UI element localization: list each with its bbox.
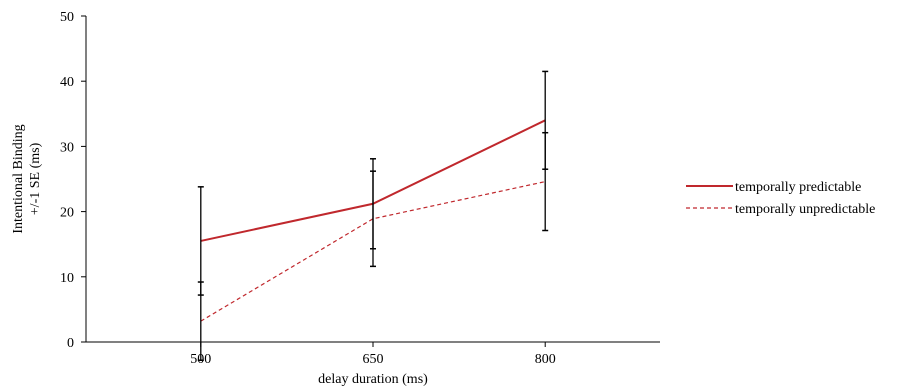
y-tick-label: 50 bbox=[60, 10, 74, 25]
x-axis-title: delay duration (ms) bbox=[318, 372, 428, 387]
x-ticks: 500 650 800 bbox=[190, 342, 556, 367]
error-bars bbox=[197, 70, 549, 362]
y-tick-label: 20 bbox=[60, 206, 74, 221]
y-tick-label: 40 bbox=[60, 75, 74, 90]
error-bar bbox=[370, 170, 376, 268]
legend-label-temporally-unpredictable: temporally unpredictable bbox=[735, 202, 875, 217]
y-tick-label: 0 bbox=[67, 336, 74, 351]
series-line-temporally-unpredictable bbox=[200, 181, 546, 322]
error-bar bbox=[542, 131, 549, 232]
y-tick-label: 30 bbox=[60, 140, 74, 155]
y-tick-label: 10 bbox=[60, 271, 74, 286]
y-axis-title-line-2: +/-1 SE (ms) bbox=[28, 142, 43, 215]
y-ticks: 0 10 20 30 40 50 bbox=[60, 10, 86, 351]
x-tick-label: 800 bbox=[535, 352, 556, 367]
error-bar bbox=[197, 281, 204, 362]
legend: temporally predictable temporally unpred… bbox=[686, 180, 875, 217]
y-axis-title-line-1: Intentional Binding bbox=[11, 124, 26, 233]
legend-label-temporally-predictable: temporally predictable bbox=[735, 180, 861, 195]
x-tick-label: 650 bbox=[363, 352, 384, 367]
